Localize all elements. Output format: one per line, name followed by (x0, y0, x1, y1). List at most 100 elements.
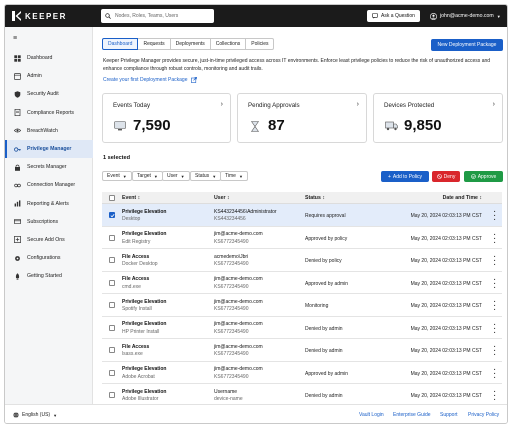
event-target: Docker Desktop (122, 261, 158, 267)
globe-icon (13, 412, 19, 418)
table-row[interactable]: File Access Docker Desktop acmedemo\Jbri KS… (102, 249, 502, 272)
filter-event-dropdown[interactable]: Event ▼ (102, 171, 132, 181)
table-row[interactable]: Privilege Elevation HP Printer Install jim… (102, 317, 502, 339)
tab-policies[interactable]: Policies (246, 38, 275, 50)
sidebar-item-security-audit[interactable]: Security Audit (5, 85, 93, 103)
table-header: Event ↕ User ↕ Status ↕ Date and Time ↕ (102, 192, 502, 204)
table-row[interactable]: Privilege Elevation Adobe Acrobat jim@acme… (102, 362, 502, 384)
enterprise-guide-link[interactable]: Enterprise Guide (393, 412, 431, 418)
column-header-status[interactable]: Status ↕ (305, 195, 325, 201)
sidebar-item-secrets-manager[interactable]: Secrets Manager (5, 158, 93, 176)
sidebar-item-getting-started[interactable]: Getting Started (5, 267, 93, 285)
support-link[interactable]: Support (440, 412, 458, 418)
language-selector[interactable]: English (US) ▼ (13, 412, 57, 418)
app-window: KEEPER Nodes, Roles, Teams, Users Ask a … (4, 4, 508, 424)
card-label: Devices Protected (384, 102, 435, 109)
keeper-logo[interactable]: KEEPER (12, 11, 67, 21)
table-row[interactable]: Privilege Elevation Edit Registry jim@acme… (102, 227, 502, 249)
column-header-user[interactable]: User ↕ (214, 195, 230, 201)
more-options-icon[interactable]: · · · (493, 299, 496, 314)
pending-approvals-card[interactable]: Pending Approvals › 87 (237, 93, 367, 143)
sidebar-item-connection-manager[interactable]: Connection Manager (5, 176, 93, 194)
tab-deployments[interactable]: Deployments (170, 38, 211, 50)
row-checkbox[interactable] (109, 212, 115, 218)
more-options-icon[interactable]: · · · (493, 209, 496, 224)
sidebar-item-label: Security Audit (27, 91, 59, 98)
create-deployment-package-link[interactable]: Create your first Deployment Package (103, 77, 198, 83)
sidebar-item-breachwatch[interactable]: BreachWatch (5, 122, 93, 140)
table-row[interactable]: Privilege Elevation Spotify Install jim@ac… (102, 294, 502, 317)
sidebar-item-dashboard[interactable]: Dashboard (5, 49, 93, 67)
row-checkbox[interactable] (109, 279, 115, 286)
sidebar-item-privilege-manager[interactable]: Privilege Manager (5, 139, 93, 159)
card-value: 87 (268, 117, 285, 134)
key-icon (13, 145, 22, 154)
search-input[interactable]: Nodes, Roles, Teams, Users (101, 9, 214, 23)
brand-name: KEEPER (25, 11, 67, 21)
chevron-down-icon: ▼ (153, 173, 158, 179)
row-checkbox[interactable] (109, 347, 115, 353)
more-options-icon[interactable]: · · · (493, 321, 496, 337)
table-row[interactable]: Privilege Elevation Desktop KS443234456\Ad… (102, 204, 502, 227)
user-name: jim@acme-demo.com (214, 321, 263, 327)
devices-protected-card[interactable]: Devices Protected › 9,850 (373, 93, 503, 143)
new-deployment-package-button[interactable]: New Deployment Package (431, 39, 503, 51)
datetime-header-label: Date and Time (442, 194, 478, 201)
events-today-card[interactable]: Events Today › 7,590 (102, 93, 231, 143)
filter-time-dropdown[interactable]: Time ▼ (220, 171, 248, 181)
datetime-cell: May 20, 2024 02:03:13 PM CST (410, 213, 482, 219)
column-header-datetime[interactable]: Date and Time ↕ (443, 195, 482, 201)
event-target: lsass.exe (122, 351, 143, 357)
row-checkbox[interactable] (109, 302, 115, 308)
ask-question-button[interactable]: Ask a Question (367, 10, 420, 22)
event-cell: Privilege Elevation Edit Registry (122, 231, 166, 245)
row-checkbox[interactable] (109, 392, 115, 398)
more-options-icon[interactable]: · · · (493, 366, 496, 382)
user-menu[interactable]: john@acme-demo.com ▼ (430, 10, 501, 22)
table-row[interactable]: File Access cmd.exe jim@acme-demo.com KS677… (102, 272, 502, 294)
tab-collections[interactable]: Collections (210, 38, 247, 50)
filter-user-dropdown[interactable]: User ▼ (162, 171, 190, 181)
sidebar-item-reporting-alerts[interactable]: Reporting & Alerts (5, 195, 93, 213)
sidebar-item-secure-add-ons[interactable]: Secure Add Ons (5, 231, 93, 249)
footer: English (US) ▼ Vault Login Enterprise Gu… (5, 404, 507, 423)
row-checkbox[interactable] (109, 369, 115, 376)
more-options-icon[interactable]: · · · (493, 254, 496, 269)
sidebar-item-label: Configurations (27, 255, 61, 262)
column-header-event[interactable]: Event ↕ (122, 195, 140, 201)
event-name: File Access (122, 343, 150, 350)
deny-button[interactable]: Deny (432, 171, 460, 182)
eye-icon (13, 126, 22, 135)
add-to-policy-button[interactable]: + Add to Policy (381, 171, 429, 182)
hamburger-menu-icon[interactable]: ≡ (13, 35, 18, 42)
sidebar-item-configurations[interactable]: Configurations (5, 249, 93, 267)
sidebar-item-label: Privilege Manager (27, 146, 72, 153)
row-checkbox[interactable] (109, 234, 115, 241)
sidebar-item-label: Connection Manager (27, 182, 76, 189)
filter-status-dropdown[interactable]: Status ▼ (190, 171, 222, 181)
selection-count: 1 selected (103, 155, 131, 161)
filter-target-dropdown[interactable]: Target ▼ (132, 171, 163, 181)
sidebar-item-subscriptions[interactable]: Subscriptions (5, 213, 93, 231)
vault-login-link[interactable]: Vault Login (359, 412, 384, 418)
datetime-cell: May 20, 2024 02:03:13 PM CST (410, 280, 482, 287)
privacy-policy-link[interactable]: Privacy Policy (468, 412, 500, 418)
select-all-checkbox[interactable] (109, 195, 115, 201)
tab-dashboard[interactable]: Dashboard (102, 38, 139, 50)
sort-icon: ↕ (322, 194, 325, 201)
more-options-icon[interactable]: · · · (493, 389, 496, 404)
more-options-icon[interactable]: · · · (493, 344, 496, 359)
shield-icon (13, 90, 22, 99)
ask-question-label: Ask a Question (381, 13, 415, 19)
row-checkbox[interactable] (109, 257, 115, 263)
more-options-icon[interactable]: · · · (493, 231, 496, 247)
user-email: john@acme-demo.com (440, 13, 494, 19)
sidebar-item-admin[interactable]: Admin (5, 67, 93, 85)
table-row[interactable]: File Access lsass.exe jim@acme-demo.com KS6… (102, 339, 502, 362)
event-target: cmd.exe (122, 283, 141, 290)
approve-button[interactable]: Approve (464, 171, 503, 182)
tab-requests[interactable]: Requests (138, 38, 171, 50)
sidebar-item-compliance-reports[interactable]: Compliance Reports (5, 104, 93, 122)
row-checkbox[interactable] (109, 324, 115, 331)
more-options-icon[interactable]: · · · (493, 276, 496, 292)
